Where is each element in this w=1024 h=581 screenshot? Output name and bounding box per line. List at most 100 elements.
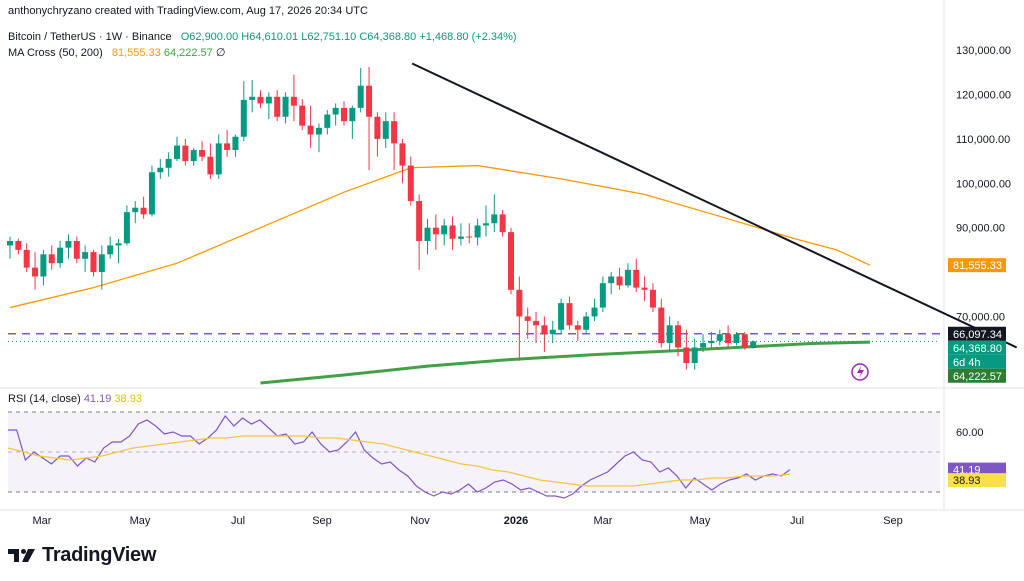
candle-body xyxy=(449,225,456,239)
candle-body xyxy=(641,287,648,290)
candle-body xyxy=(307,125,314,135)
ma-fast-value: 81,555.33 xyxy=(111,47,161,59)
candle-body xyxy=(700,343,707,348)
candle-body xyxy=(374,116,381,139)
candle-body xyxy=(716,334,723,341)
ohlc-change: +1,468.80 (+2.34%) xyxy=(419,31,517,43)
candle-body xyxy=(107,245,114,255)
candle-body xyxy=(174,145,180,159)
candle-body xyxy=(232,136,239,151)
time-tick-label: 2026 xyxy=(504,515,528,527)
candle-body xyxy=(750,341,757,348)
price-tick-label: 90,000.00 xyxy=(956,223,1005,235)
price-tag-label: 64,368.80 xyxy=(953,343,1002,355)
price-tag xyxy=(948,354,1006,369)
candle-body xyxy=(332,107,339,115)
candle-body xyxy=(157,167,164,173)
candle-body xyxy=(224,143,231,151)
candle-body xyxy=(123,212,130,244)
ma-slow-value: 64,222.57 xyxy=(163,47,213,59)
candle-body xyxy=(675,325,681,348)
rsi-tick-label: 60.00 xyxy=(956,427,984,439)
candle-body xyxy=(599,283,606,308)
candle-body xyxy=(324,114,331,128)
candle-body xyxy=(533,320,540,326)
ma200-line xyxy=(260,340,871,385)
candle-body xyxy=(132,207,139,213)
candle-body xyxy=(407,165,414,202)
candle-body xyxy=(82,252,89,259)
candle-body xyxy=(57,247,64,264)
candle-body xyxy=(416,201,423,241)
candle-body xyxy=(566,303,573,326)
candle-body xyxy=(499,214,506,233)
candle-body xyxy=(140,207,147,215)
rsi-value: 41.19 xyxy=(83,393,112,405)
candle-body xyxy=(240,99,247,137)
candle-body xyxy=(457,236,464,239)
ma-title[interactable]: MA Cross (50, 200) xyxy=(8,47,103,59)
candle-body xyxy=(90,252,97,273)
candle-body xyxy=(608,276,615,284)
price-tick-label: 120,000.00 xyxy=(956,90,1011,102)
price-tick-label: 110,000.00 xyxy=(956,134,1010,146)
alert-bolt-icon xyxy=(857,366,864,378)
ohlc-high: H64,610.01 xyxy=(241,31,299,43)
rsi-tag-label: 38.93 xyxy=(953,475,981,487)
candle-body xyxy=(23,249,30,268)
candle-body xyxy=(165,158,172,168)
candle-body xyxy=(558,303,565,330)
price-tick-label: 70,000.00 xyxy=(956,311,1005,323)
time-tick-label: Nov xyxy=(410,515,430,527)
ma-legend: MA Cross (50, 200) 81,555.33 64,222.57 ∅ xyxy=(8,46,225,59)
rsi-ma-line xyxy=(7,435,791,487)
time-tick-label: Mar xyxy=(594,515,613,527)
candle-body xyxy=(516,289,523,317)
candle-body xyxy=(482,223,489,226)
candle-body xyxy=(725,334,732,344)
time-tick-label: Sep xyxy=(883,515,903,527)
candle-body xyxy=(549,329,556,335)
symbol-title[interactable]: Bitcoin / TetherUS · 1W · Binance xyxy=(8,31,172,43)
rsi-tag xyxy=(948,462,1006,477)
candle-body xyxy=(115,243,122,246)
candle-body xyxy=(574,325,581,330)
symbol-legend: Bitcoin / TetherUS · 1W · Binance O62,90… xyxy=(8,31,517,43)
candle-body xyxy=(382,121,389,139)
candle-body xyxy=(583,316,590,330)
candle-body xyxy=(399,143,406,166)
time-tick-label: Jul xyxy=(790,515,804,527)
rsi-ma-value: 38.93 xyxy=(114,393,142,405)
candle-body xyxy=(274,96,281,117)
price-tag xyxy=(948,258,1006,273)
candle-body xyxy=(366,85,373,117)
candle-body xyxy=(65,241,72,248)
candle-body xyxy=(148,172,155,215)
candle-body xyxy=(341,107,347,122)
candle-body xyxy=(658,307,665,344)
candle-body xyxy=(349,107,356,122)
alert-icon[interactable] xyxy=(851,363,869,381)
candle-body xyxy=(491,214,498,224)
candle-body xyxy=(7,241,13,246)
candle-body xyxy=(207,156,214,175)
brand-name: TradingView xyxy=(42,543,157,566)
trendline[interactable] xyxy=(411,62,1018,349)
candle-body xyxy=(474,225,481,238)
candle-body xyxy=(391,121,398,144)
candle-body xyxy=(541,325,548,335)
price-tag xyxy=(948,326,1006,341)
tradingview-logo-icon xyxy=(8,549,35,562)
candle-body xyxy=(32,267,39,277)
ma50-line xyxy=(9,164,871,309)
price-tag-label: 64,222.57 xyxy=(953,371,1002,383)
price-tag-label: 81,555.33 xyxy=(953,260,1002,272)
rsi-title[interactable]: RSI (14, close) xyxy=(8,393,81,405)
ohlc-close: C64,368.80 xyxy=(359,31,417,43)
price-tag-label: 6d 4h xyxy=(953,357,981,369)
time-tick-label: Mar xyxy=(33,515,52,527)
candle-body xyxy=(199,150,206,157)
candle-body xyxy=(73,241,80,259)
candle-body xyxy=(357,85,364,108)
